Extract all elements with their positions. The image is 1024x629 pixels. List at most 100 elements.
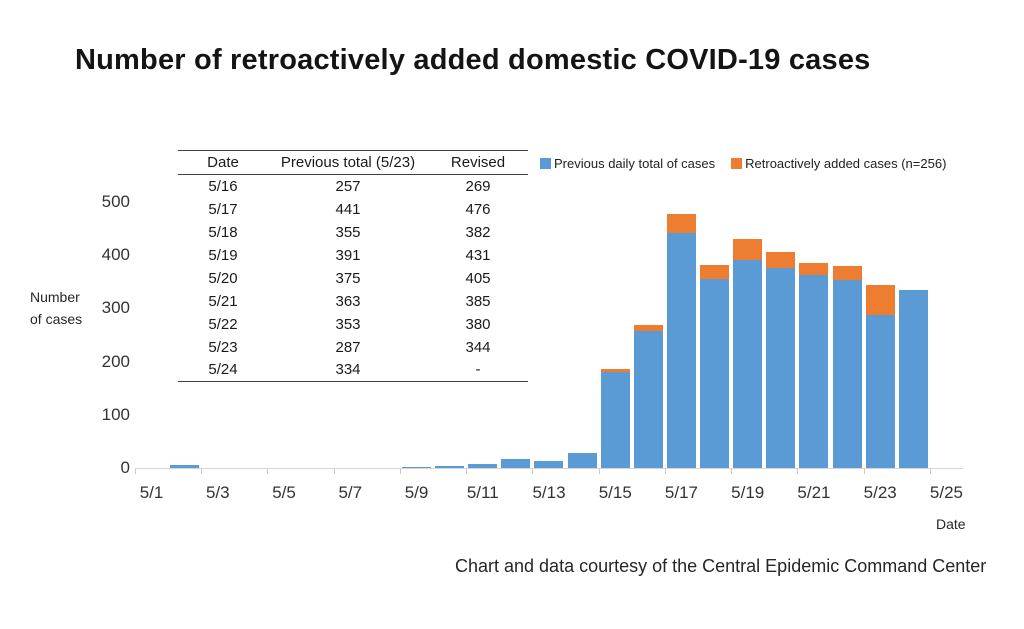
table-cell: 287	[335, 338, 361, 356]
bar-5/17	[666, 214, 696, 468]
plot-area	[135, 202, 963, 468]
table-header-cell: Date	[207, 154, 239, 171]
x-tick-label: 5/23	[863, 483, 897, 502]
y-tick-label: 0	[120, 458, 130, 477]
bar-segment-previous	[435, 466, 465, 468]
table-cell: 355	[335, 223, 361, 241]
x-tick-mark	[664, 469, 666, 474]
table-cell: 5/21	[208, 292, 238, 310]
table-cell: 382	[465, 223, 491, 241]
bar-5/24	[898, 290, 928, 468]
bar-segment-retroactive	[700, 265, 730, 279]
bar-5/2	[170, 465, 200, 468]
table-cell: 391	[335, 246, 361, 264]
x-tick-label: 5/19	[731, 483, 765, 502]
bar-segment-previous	[534, 461, 564, 468]
x-tick-mark	[863, 469, 865, 474]
bar-5/16	[633, 325, 663, 468]
table-cell: 363	[335, 292, 361, 310]
table-cell: 344	[465, 338, 491, 356]
x-tick-label: 5/3	[205, 483, 230, 502]
x-tick-mark	[598, 469, 600, 474]
bar-5/15	[600, 369, 630, 468]
bar-segment-previous	[700, 279, 730, 468]
bar-segment-retroactive	[865, 285, 895, 315]
table-cell: 405	[465, 269, 491, 287]
y-tick-label: 100	[101, 404, 130, 424]
x-tick-mark	[797, 469, 799, 474]
x-tick-mark	[333, 469, 335, 474]
x-tick-label: 5/17	[664, 483, 699, 502]
x-tick-label: 5/25	[929, 483, 963, 502]
revision-table: Date Previous total (5/23) Revised 5/16 257…	[178, 150, 528, 382]
bar-segment-previous	[832, 280, 862, 468]
table-cell: 431	[465, 246, 491, 264]
x-tick-label: 5/5	[272, 483, 296, 502]
bar-segment-retroactive	[832, 266, 862, 280]
legend-swatch-icon	[540, 158, 551, 169]
bar-segment-previous	[898, 290, 928, 468]
table-cell: 5/20	[208, 269, 238, 287]
x-tick-label: 5/21	[797, 483, 831, 502]
table-cell: 476	[465, 200, 491, 218]
bar-segment-previous	[468, 464, 498, 468]
chart-title: Number of retroactively added domestic C…	[75, 44, 871, 76]
bar-segment-previous	[666, 233, 696, 468]
bar-segment-retroactive	[799, 263, 829, 275]
x-tick-label: 5/7	[338, 483, 363, 502]
y-axis-title: Number of cases	[30, 286, 82, 330]
table-cell: 5/16	[208, 177, 238, 195]
bar-segment-previous	[401, 467, 431, 468]
bar-5/19	[733, 239, 763, 468]
y-tick-label: 300	[101, 298, 130, 318]
table-row: 5/16 257 269	[178, 175, 528, 198]
table-cell: 5/23	[208, 338, 238, 356]
x-axis-title: Date	[936, 516, 966, 532]
table-cell: 5/17	[208, 200, 238, 218]
table-cell: 353	[335, 315, 361, 333]
table-header-cell: Previous total (5/23)	[280, 154, 416, 171]
table-row: 5/18 355 382	[178, 221, 528, 244]
bar-segment-previous	[733, 260, 763, 468]
x-tick-label: 5/11	[466, 483, 499, 502]
x-tick-mark	[399, 469, 401, 474]
bar-5/10	[435, 466, 465, 468]
table-row: 5/23 287 344	[178, 336, 528, 359]
y-tick-label: 400	[101, 245, 130, 265]
bar-segment-retroactive	[600, 369, 630, 372]
table-cell: 385	[465, 292, 491, 310]
table-cell: 5/18	[208, 223, 238, 241]
x-axis-line	[135, 468, 963, 469]
bar-segment-previous	[633, 331, 663, 468]
table-header-cell: Revised	[450, 154, 506, 171]
legend: Previous daily total of cases Retroactive…	[540, 156, 946, 171]
x-tick-label: 5/9	[404, 483, 429, 502]
table-cell: 269	[465, 177, 491, 195]
x-tick-mark	[201, 469, 203, 474]
bar-5/21	[799, 263, 829, 468]
table-row: 5/21 363 385	[178, 290, 528, 313]
bar-5/20	[766, 252, 796, 468]
table-cell: 257	[335, 177, 361, 195]
table-cell: 5/22	[208, 315, 238, 333]
table-row: 5/17 441 476	[178, 198, 528, 221]
bar-5/11	[468, 464, 498, 468]
x-tick-mark	[731, 469, 733, 474]
bar-5/18	[700, 265, 730, 468]
bar-5/13	[534, 461, 564, 468]
legend-swatch-icon	[731, 158, 743, 169]
x-tick-mark	[929, 469, 931, 474]
bar-segment-previous	[766, 268, 796, 468]
legend-label: Previous daily total of cases	[554, 156, 716, 171]
table-cell: 5/24	[208, 361, 238, 379]
bar-5/23	[865, 285, 895, 468]
bar-segment-previous	[170, 465, 200, 468]
x-tick-mark	[532, 469, 534, 474]
bar-segment-previous	[865, 315, 895, 468]
bar-5/14	[567, 453, 597, 468]
bar-segment-previous	[501, 459, 531, 468]
bar-segment-retroactive	[733, 239, 763, 260]
y-axis-title-line2: of cases	[30, 311, 83, 327]
table-cell: 380	[465, 315, 491, 333]
